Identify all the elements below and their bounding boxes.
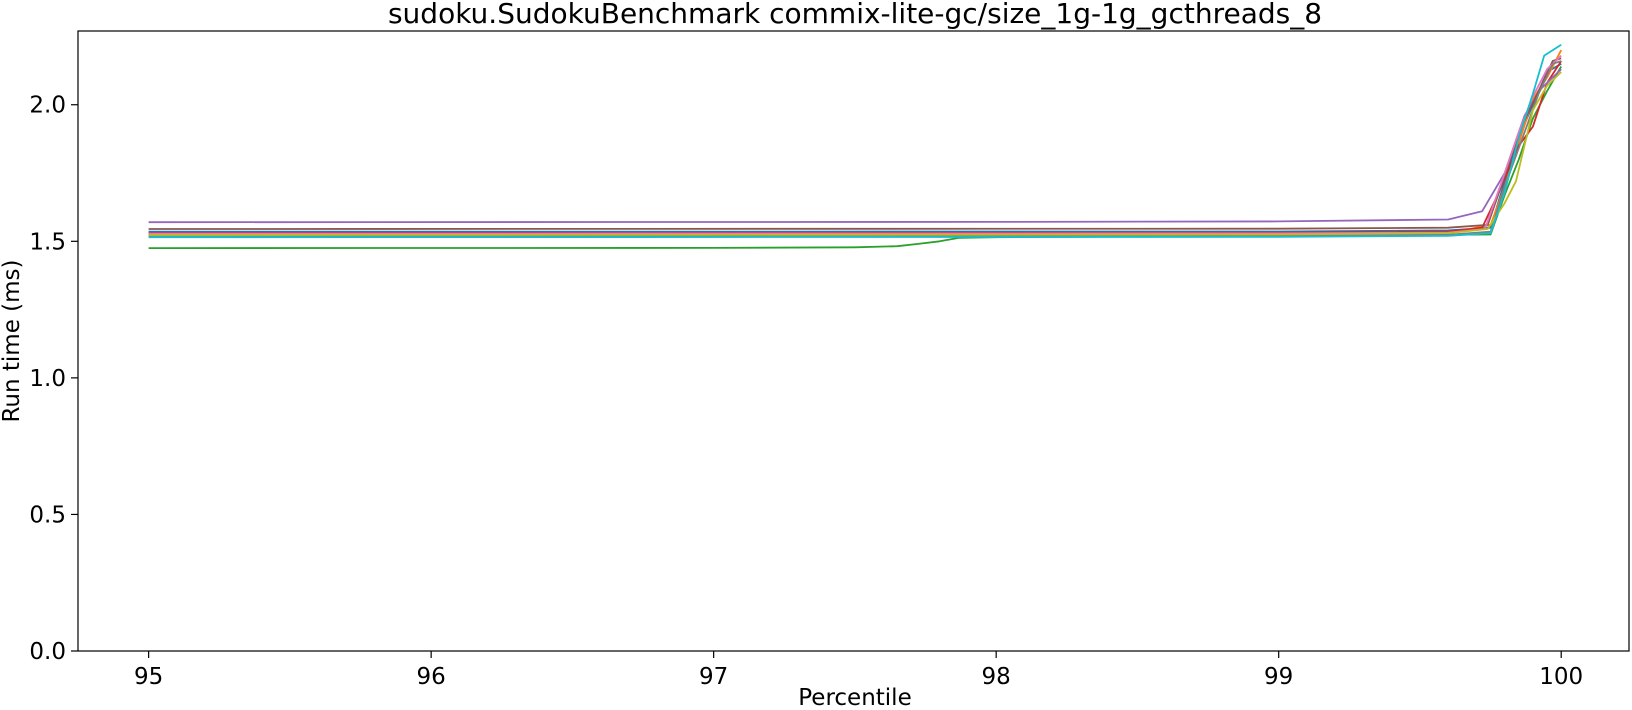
x-tick-label: 98 [982,664,1011,690]
x-tick-label: 99 [1264,664,1293,690]
x-axis: 95 96 97 98 99 100 [134,651,1583,690]
series-line-6 [148,57,1562,230]
x-tick-label: 100 [1539,664,1583,690]
series-line-4 [148,60,1562,235]
y-tick-label: 1.0 [29,366,66,392]
y-tick-label: 0.0 [29,639,66,665]
y-axis: 0.0 0.5 1.0 1.5 2.0 [29,93,78,665]
y-tick-label: 1.5 [29,229,66,255]
x-tick-label: 95 [134,664,163,690]
series-line-2 [148,49,1562,236]
x-tick-label: 97 [699,664,728,690]
series-line-7 [148,54,1562,235]
y-tick-label: 2.0 [29,93,66,119]
x-tick-label: 96 [417,664,446,690]
chart-title: sudoku.SudokuBenchmark commix-lite-gc/si… [388,0,1322,30]
series-line-1 [148,63,1562,233]
series-line-5 [148,68,1562,224]
series-line-9 [148,71,1562,236]
plot-frame [77,30,1630,652]
series-line-10 [148,43,1562,239]
series-layer [148,43,1562,250]
y-axis-label: Run time (ms) [0,259,25,422]
x-axis-label: Percentile [798,685,911,710]
y-tick-label: 0.5 [29,502,66,528]
series-line-8 [148,60,1562,237]
